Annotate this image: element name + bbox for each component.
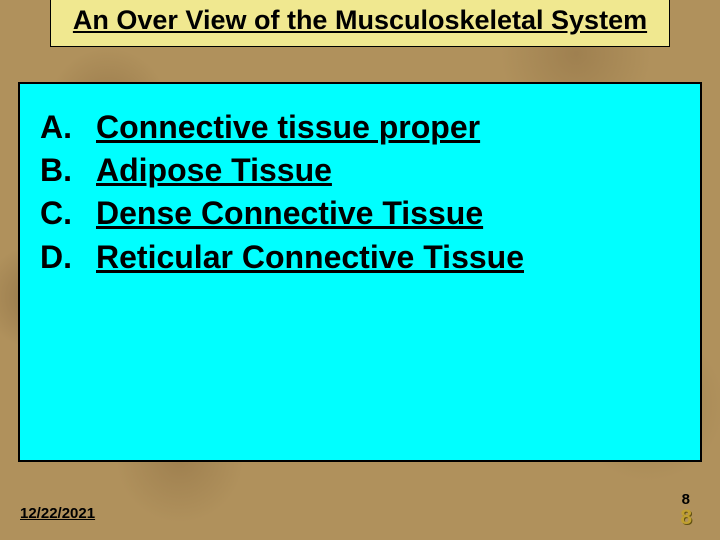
- item-marker: B.: [40, 149, 96, 192]
- item-text: Adipose Tissue: [96, 149, 332, 192]
- item-marker: A.: [40, 106, 96, 149]
- page-number: 8: [680, 506, 692, 530]
- options-list: A. Connective tissue proper B. Adipose T…: [40, 106, 680, 279]
- item-marker: C.: [40, 192, 96, 235]
- title-bar: An Over View of the Musculoskeletal Syst…: [50, 0, 670, 47]
- item-text: Dense Connective Tissue: [96, 192, 483, 235]
- list-item: C. Dense Connective Tissue: [40, 192, 680, 235]
- list-item: B. Adipose Tissue: [40, 149, 680, 192]
- list-item: D. Reticular Connective Tissue: [40, 236, 680, 279]
- item-text: Connective tissue proper: [96, 106, 480, 149]
- slide-title: An Over View of the Musculoskeletal Syst…: [61, 4, 659, 36]
- list-item: A. Connective tissue proper: [40, 106, 680, 149]
- slide-date: 12/22/2021: [20, 505, 95, 522]
- item-text: Reticular Connective Tissue: [96, 236, 524, 279]
- content-box: A. Connective tissue proper B. Adipose T…: [18, 82, 702, 462]
- item-marker: D.: [40, 236, 96, 279]
